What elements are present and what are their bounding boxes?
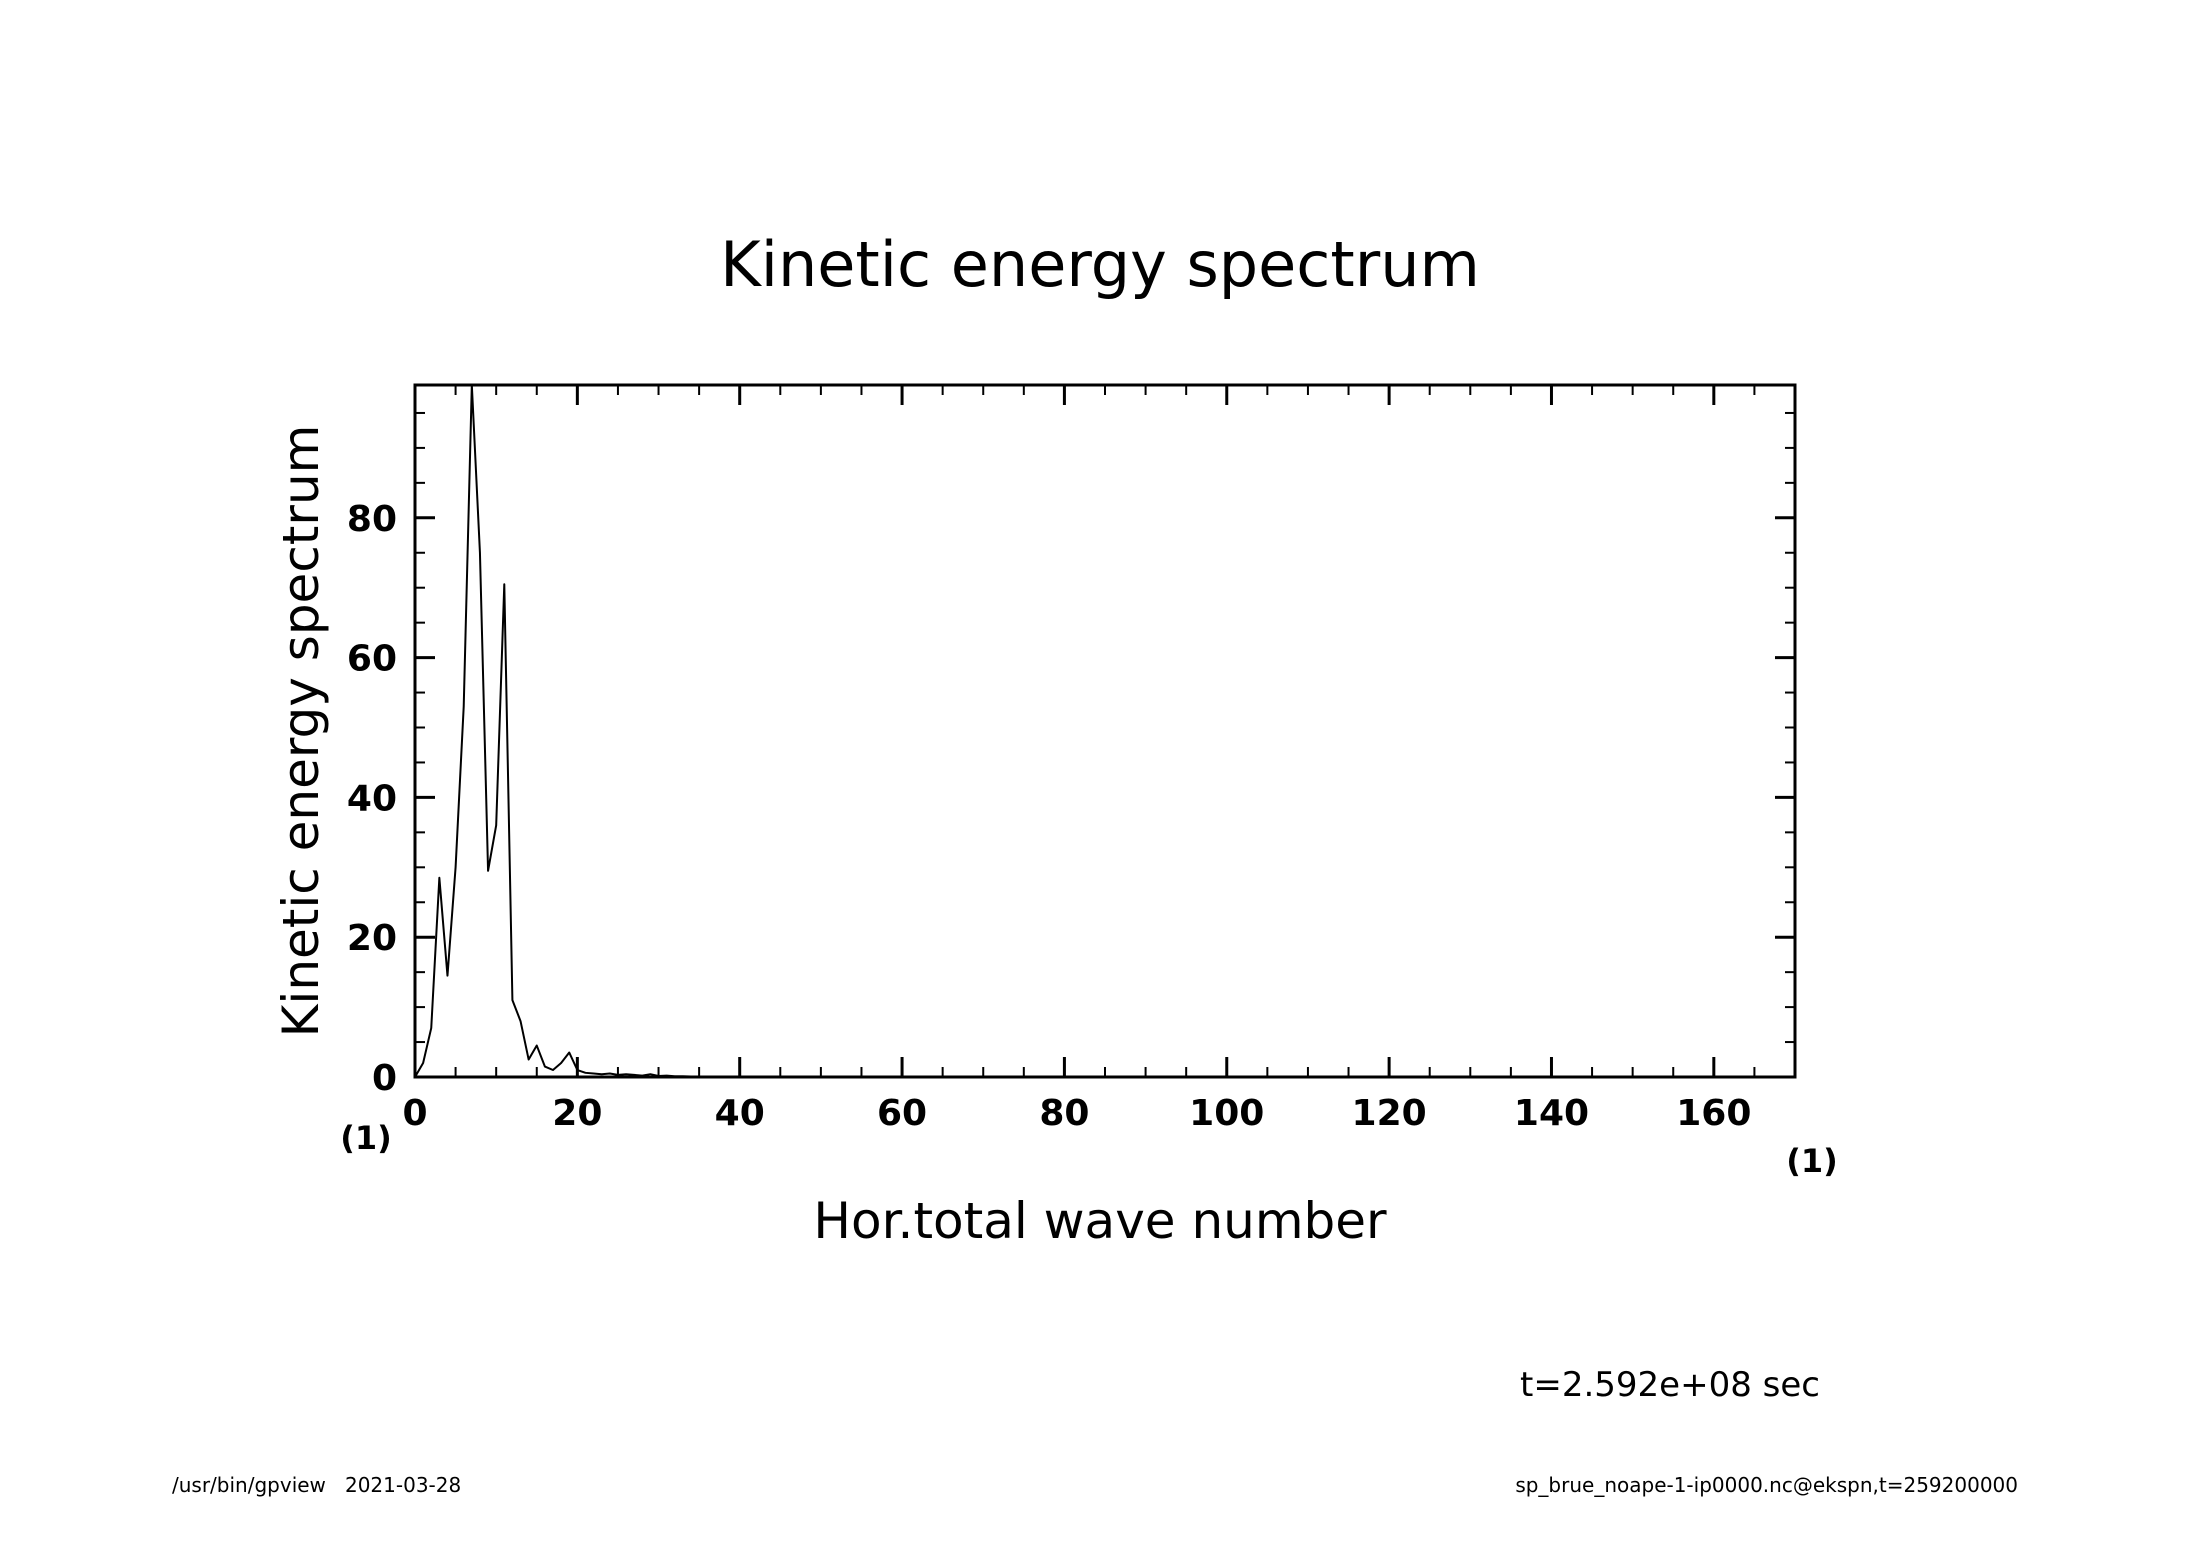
series-line — [414, 384, 1795, 1078]
x-tick-label: 120 — [1352, 1093, 1427, 1134]
x-tick-label: 160 — [1676, 1093, 1751, 1134]
y-tick-label: 20 — [347, 918, 397, 959]
y-axis-title: Kinetic energy spectrum — [272, 425, 330, 1038]
y-tick-labels: 0 20 40 60 80 — [347, 499, 397, 1099]
x-tick-label: 100 — [1189, 1093, 1264, 1134]
x-tick-label: 80 — [1039, 1093, 1089, 1134]
y-tick-label: 0 — [372, 1058, 397, 1099]
x-tick-label: 60 — [877, 1093, 927, 1134]
x-unit-label: (1) — [1786, 1142, 1838, 1180]
axis-ticks — [413, 385, 1796, 1079]
plot-frame — [413, 383, 1797, 1079]
time-annotation: t=2.592e+08 sec — [1520, 1365, 1820, 1405]
footer-right: sp_brue_noape-1-ip0000.nc@ekspn,t=259200… — [1515, 1473, 2018, 1497]
x-tick-label: 140 — [1514, 1093, 1589, 1134]
y-tick-label: 80 — [347, 499, 397, 540]
x-axis-title: Hor.total wave number — [813, 1192, 1387, 1250]
y-tick-label: 60 — [347, 639, 397, 680]
x-tick-label: 20 — [552, 1093, 602, 1134]
plot-area: 0 20 40 60 80 100 120 140 160 0 20 40 60 80 — [347, 383, 1797, 1134]
x-tick-label: 40 — [715, 1093, 765, 1134]
y-tick-label: 40 — [347, 778, 397, 819]
chart-title: Kinetic energy spectrum — [720, 228, 1480, 301]
y-unit-label: (1) — [340, 1119, 392, 1157]
footer-left: /usr/bin/gpview 2021-03-28 — [172, 1473, 461, 1497]
x-tick-label: 0 — [402, 1093, 427, 1134]
x-tick-labels: 0 20 40 60 80 100 120 140 160 — [402, 1093, 1751, 1134]
